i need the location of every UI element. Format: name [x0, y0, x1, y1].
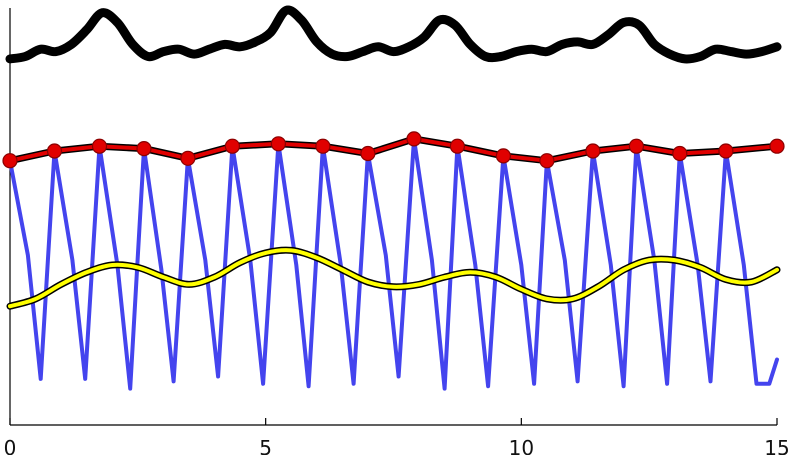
series-3: [6, 246, 781, 310]
data-point-marker: [672, 145, 688, 162]
data-point-marker: [718, 143, 734, 159]
x-tick-label: 0: [4, 436, 17, 455]
data-point-marker: [270, 136, 286, 152]
data-point-marker: [224, 138, 240, 154]
axes: 0 5 10 15: [4, 8, 790, 455]
series-1: [2, 131, 785, 169]
data-point-marker: [46, 143, 63, 159]
x-tick-label: 5: [259, 436, 272, 455]
data-point-marker: [449, 138, 465, 154]
x-ticks: 0 5 10 15: [4, 418, 790, 455]
data-point-marker: [360, 145, 376, 162]
data-point-marker: [628, 138, 645, 154]
x-tick-label: 10: [509, 436, 534, 455]
data-point-marker: [136, 141, 152, 157]
series-line: [8, 136, 779, 391]
series-layer: [2, 5, 785, 391]
data-point-marker: [180, 150, 196, 166]
data-point-marker: [2, 153, 18, 169]
data-point-marker: [585, 143, 601, 159]
data-point-marker: [539, 153, 555, 169]
data-point-marker: [315, 138, 331, 154]
x-tick-label: 15: [764, 436, 789, 455]
data-point-marker: [406, 131, 422, 147]
series-line: [8, 248, 779, 309]
data-point-marker: [495, 148, 511, 164]
series-0: [5, 5, 782, 64]
data-point-marker: [769, 138, 785, 154]
data-point-marker: [91, 138, 108, 154]
series-line: [5, 5, 782, 64]
series-2: [8, 136, 779, 391]
